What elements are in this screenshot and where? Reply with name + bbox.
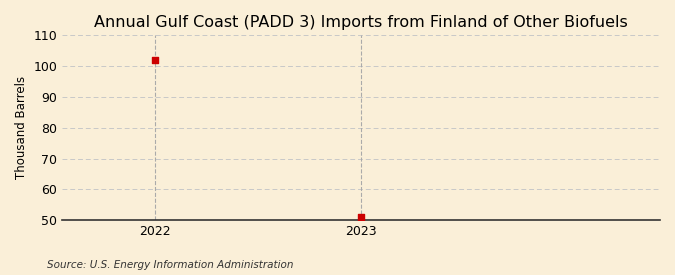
Point [150,58,161,62]
Point [356,215,367,219]
Title: Annual Gulf Coast (PADD 3) Imports from Finland of Other Biofuels: Annual Gulf Coast (PADD 3) Imports from … [95,15,628,30]
Y-axis label: Thousand Barrels: Thousand Barrels [15,76,28,179]
Text: Source: U.S. Energy Information Administration: Source: U.S. Energy Information Administ… [47,260,294,270]
